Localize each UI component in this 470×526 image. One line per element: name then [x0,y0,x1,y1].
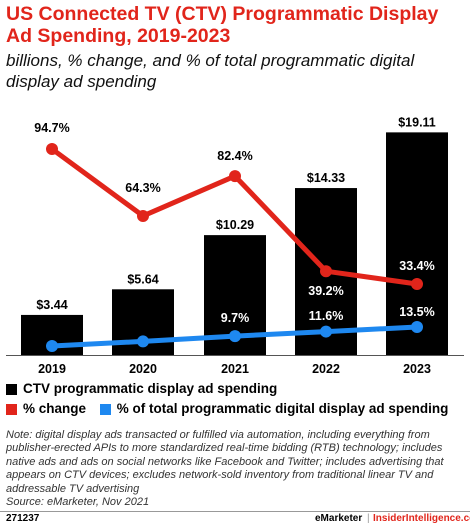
point-pct-of-total-2019 [46,340,58,352]
legend-swatch-red [6,403,17,415]
legend-item-blue: % of total programmatic digital display … [99,401,449,417]
pct-change-label-2022: 39.2% [308,284,343,298]
bar-value-label-2021: $10.29 [216,218,254,232]
point-pct-change-2022 [320,265,332,278]
footer-divider [0,511,470,512]
point-pct-change-2020 [137,209,149,222]
legend-swatch-black [6,383,17,395]
point-pct-change-2019 [46,143,58,155]
chart-area: $3.44 $5.64 $10.29 $14.33 $19.11 2019 2020 2021… [6,115,464,376]
x-tick-label-2020: 2020 [129,362,157,376]
pct-change-label-2020: 64.3% [125,181,160,195]
chart-title: US Connected TV (CTV) Programmatic Displ… [6,3,439,47]
pct-of-total-label-2022: 11.6% [309,309,344,323]
x-tick-label-2023: 2023 [403,362,431,376]
legend-label-red: % change [23,401,87,416]
legend-row-1: CTV programmatic display ad spending [6,381,287,399]
pct-change-label-2019: 94.7% [34,121,69,135]
note-text: Note: digital display ads transacted or … [6,429,444,495]
bar-2023 [386,132,448,355]
point-pct-of-total-2021 [229,330,241,343]
point-pct-of-total-2023 [411,321,423,333]
brand-insider-intelligence: InsiderIntelligence.com [373,513,470,524]
point-pct-of-total-2022 [320,325,332,338]
legend-item-red: % change [6,401,86,417]
legend-item-bars: CTV programmatic display ad spending [6,381,277,397]
pct-of-total-label-2021: 9.7% [221,311,250,325]
point-pct-change-2021 [229,170,241,183]
footer-separator: | [367,513,370,524]
point-pct-change-2023 [411,278,423,290]
x-tick-label-2019: 2019 [38,362,66,376]
bar-value-label-2022: $14.33 [307,171,345,185]
source-text: Source: eMarketer, Nov 2021 [6,496,150,509]
x-tick-label-2022: 2022 [312,362,340,376]
legend-swatch-blue [99,403,111,415]
legend-label-bars: CTV programmatic display ad spending [23,381,278,396]
chart-id: 271237 [6,513,40,524]
pct-change-label-2023: 33.4% [399,259,434,273]
bar-value-label-2019: $3.44 [36,298,67,312]
brand-emarketer: eMarketer [315,513,363,524]
legend-row-2: % change % of total programmatic digital… [6,401,458,419]
point-pct-of-total-2020 [137,335,149,348]
chart-note: Note: digital display ads transacted or … [6,429,462,509]
pct-of-total-label-2020: 7.5% [129,319,158,333]
legend-label-blue: % of total programmatic digital display … [116,401,449,416]
pct-of-total-label-2023: 13.5% [399,305,434,319]
pct-change-label-2021: 82.4% [217,149,252,163]
bar-value-label-2020: $5.64 [127,272,158,286]
x-tick-label-2021: 2021 [221,362,249,376]
pct-of-total-label-2019: 5.6% [38,322,67,336]
chart-subtitle: billions, % change, and % of total progr… [6,51,415,91]
bar-value-label-2023: $19.11 [398,115,436,129]
